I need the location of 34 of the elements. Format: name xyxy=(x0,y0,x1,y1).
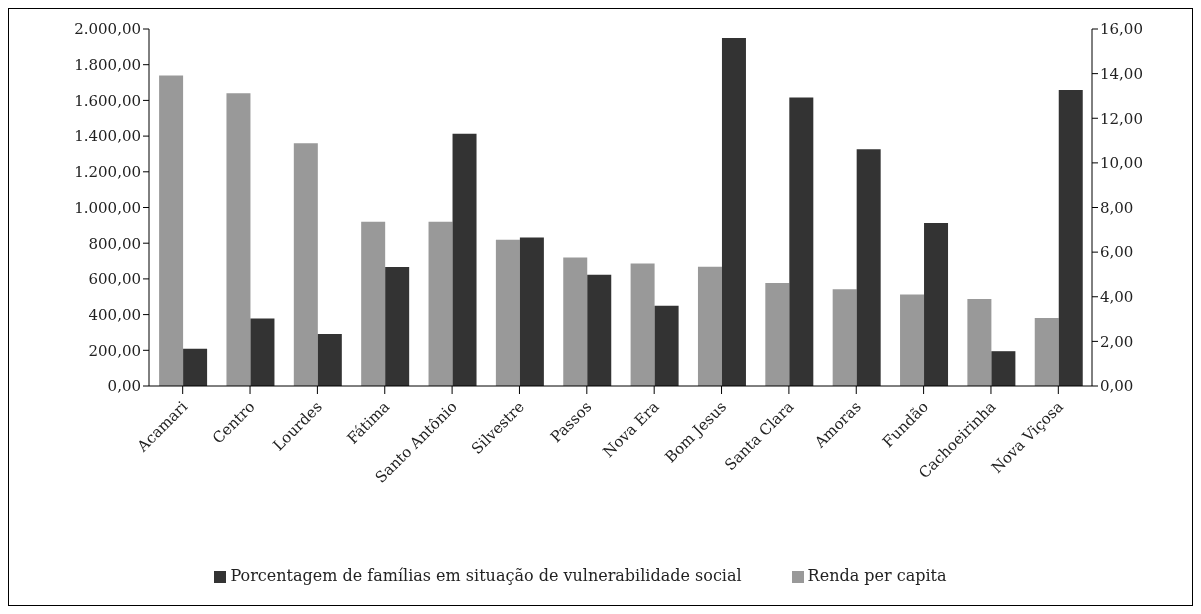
y-tick-label: 1.800,00 xyxy=(74,56,141,75)
bar xyxy=(789,97,814,386)
bar xyxy=(856,149,881,386)
bar xyxy=(183,348,208,386)
bar xyxy=(226,93,251,386)
bar xyxy=(1034,317,1059,386)
y-tick-label: 1.600,00 xyxy=(74,91,141,110)
bar xyxy=(317,334,342,386)
y-tick-label: 1.000,00 xyxy=(74,198,141,217)
legend-label: Porcentagem de famílias em situação de vulnerabilidade social xyxy=(230,566,742,585)
bar xyxy=(967,298,992,386)
y-tick-label: 1.200,00 xyxy=(74,163,141,182)
bar xyxy=(250,318,275,386)
y-tick-label: 0,00 xyxy=(107,377,141,396)
y2-tick-label: 14,00 xyxy=(1100,64,1143,83)
bar xyxy=(293,143,318,386)
y-tick-label: 800,00 xyxy=(88,234,141,253)
y-tick-label: 600,00 xyxy=(88,270,141,289)
y2-tick-label: 2,00 xyxy=(1100,332,1134,351)
y2-tick-label: 12,00 xyxy=(1100,109,1143,128)
y-tick-label: 400,00 xyxy=(88,305,141,324)
y-tick-label: 200,00 xyxy=(88,341,141,360)
y2-tick-label: 8,00 xyxy=(1100,198,1134,217)
bar xyxy=(159,75,184,386)
bar xyxy=(1058,89,1083,386)
y2-tick-label: 16,00 xyxy=(1100,20,1143,39)
y2-tick-label: 0,00 xyxy=(1100,377,1134,396)
bar xyxy=(721,37,746,386)
y-tick-label: 1.400,00 xyxy=(74,127,141,146)
y2-tick-label: 10,00 xyxy=(1100,154,1143,173)
legend-label: Renda per capita xyxy=(807,566,947,585)
y2-tick-label: 6,00 xyxy=(1100,243,1134,262)
y-tick-label: 2.000,00 xyxy=(74,20,141,39)
y2-tick-label: 4,00 xyxy=(1100,288,1134,307)
